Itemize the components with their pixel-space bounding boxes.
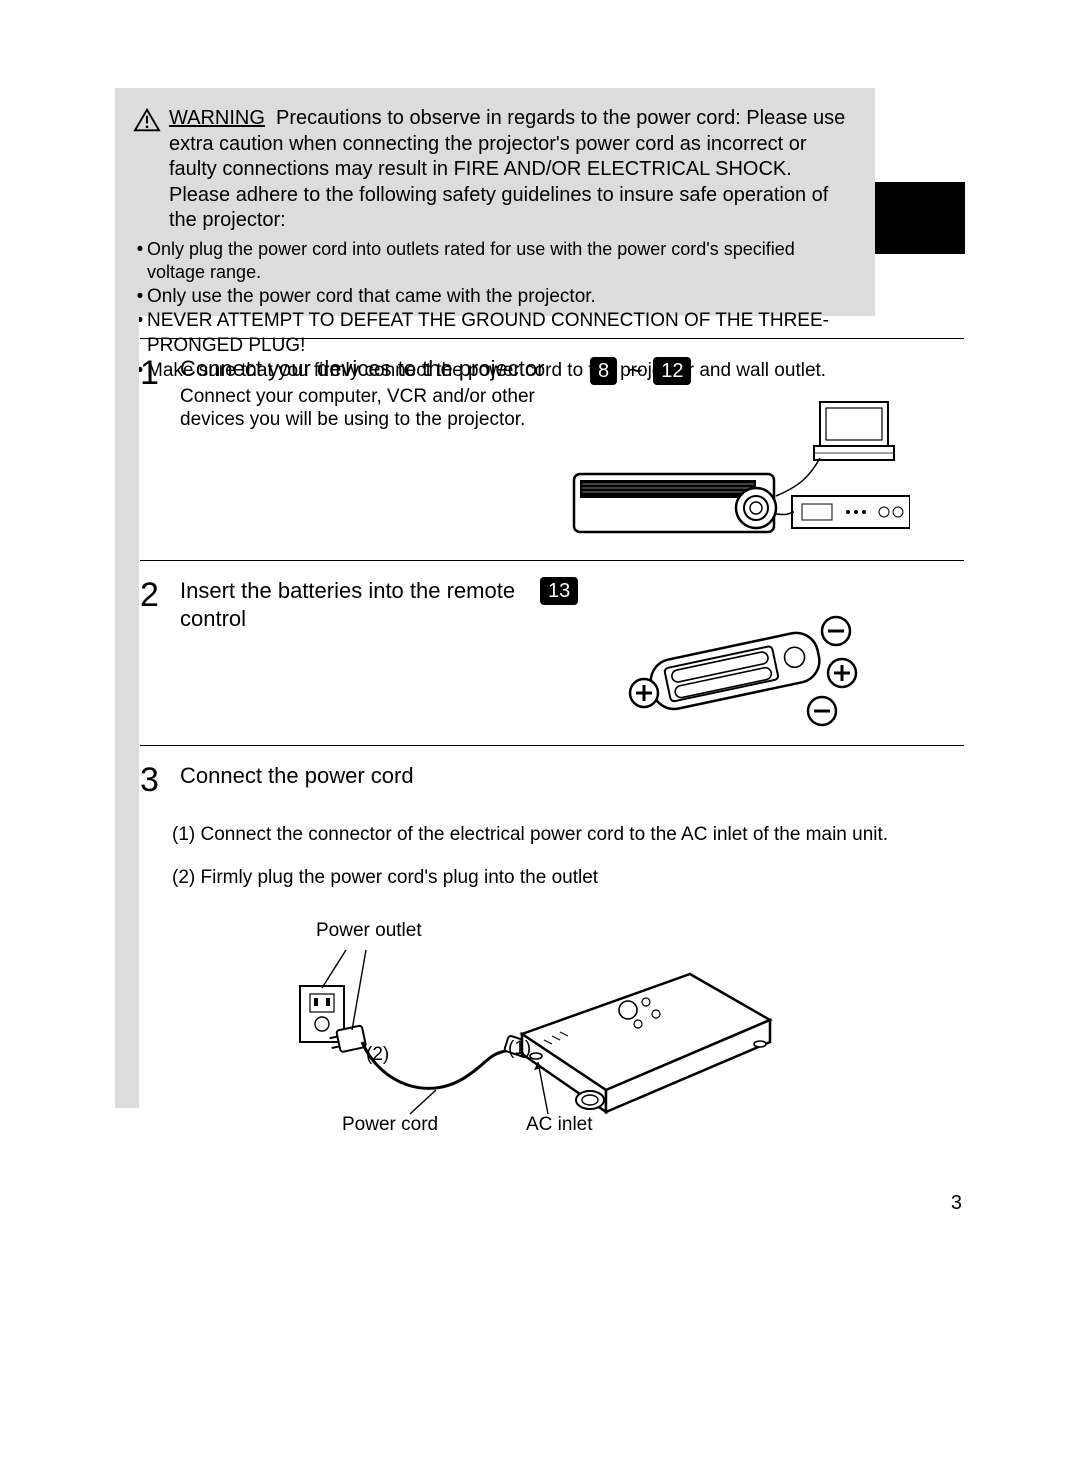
remote-batteries-illustration (600, 611, 840, 731)
step-right: 13 (540, 577, 920, 731)
projector-devices-illustration (570, 396, 890, 546)
step-number: 3 (140, 762, 180, 799)
step-title: Connect the power cord (180, 762, 964, 790)
warning-lead-row: WARNING Precautions to observe in regard… (133, 106, 857, 234)
power-cord-illustration: Power outlet (2) (1) Power cord AC inlet (260, 914, 780, 1144)
page-refs: 8 ~ 12 (590, 355, 930, 386)
step-row: 2 Insert the batteries into the remote c… (140, 561, 964, 746)
warning-bullet-text: Only plug the power cord into outlets ra… (147, 238, 857, 285)
page-ref-badge: 12 (653, 357, 691, 385)
step-title: Insert the batteries into the remote con… (180, 577, 540, 632)
ac-inlet-label: AC inlet (526, 1114, 593, 1136)
tilde-icon: ~ (628, 355, 643, 385)
callout-2-label: (2) (366, 1044, 389, 1066)
black-tab (875, 182, 965, 254)
step3-sub-line: (2) Firmly plug the power cord's plug in… (172, 862, 964, 894)
warning-triangle-icon (133, 108, 161, 132)
warning-bullet: •Only use the power cord that came with … (133, 285, 857, 310)
step3-subs: (1) Connect the connector of the electri… (172, 819, 964, 894)
page-ref-badge: 8 (590, 357, 617, 385)
warning-bullet: •Only plug the power cord into outlets r… (133, 238, 857, 285)
step-body: Insert the batteries into the remote con… (180, 577, 540, 632)
warning-label: WARNING (169, 107, 265, 129)
page-ref-badge: 13 (540, 577, 578, 605)
manual-page: WARNING Precautions to observe in regard… (0, 0, 1080, 1484)
step-title: Connect your devices to the projector (180, 355, 550, 383)
warning-box: WARNING Precautions to observe in regard… (115, 88, 875, 316)
step-row: 1 Connect your devices to the projector … (140, 338, 964, 561)
step3-sub-line: (1) Connect the connector of the electri… (172, 819, 964, 851)
step-description: Connect your computer, VCR and/or other … (180, 385, 550, 433)
warning-lead-text: WARNING Precautions to observe in regard… (169, 106, 857, 234)
step-number: 2 (140, 577, 180, 614)
callout-1-label: (1) (508, 1038, 531, 1060)
step3-content: (1) Connect the connector of the electri… (140, 819, 964, 1144)
step-number: 1 (140, 355, 180, 392)
page-number: 3 (951, 1192, 962, 1215)
power-cord-label: Power cord (342, 1114, 438, 1136)
steps-area: 1 Connect your devices to the projector … (140, 338, 964, 1144)
step-body: Connect your devices to the projector Co… (180, 355, 550, 432)
step-row: 3 Connect the power cord (1) Connect the… (140, 746, 964, 1144)
page-refs: 13 (540, 577, 920, 605)
side-gray-bar (115, 316, 139, 1108)
power-outlet-label: Power outlet (316, 920, 422, 942)
warning-bullet-text: Only use the power cord that came with t… (147, 285, 596, 310)
step-body: Connect the power cord (180, 762, 964, 799)
step-right: 8 ~ 12 (550, 355, 930, 546)
warning-lead-body: Precautions to observe in regards to the… (169, 107, 845, 231)
